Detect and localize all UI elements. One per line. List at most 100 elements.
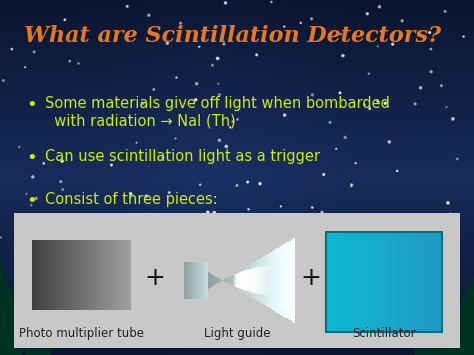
Text: What are Scintillation Detectors?: What are Scintillation Detectors?	[24, 25, 441, 47]
Polygon shape	[272, 251, 273, 310]
Polygon shape	[283, 244, 285, 317]
Point	[143, 212, 150, 218]
Polygon shape	[231, 275, 233, 286]
Point	[172, 136, 179, 141]
Bar	[396, 232, 400, 332]
Polygon shape	[227, 278, 228, 283]
Point	[309, 92, 316, 98]
Point	[385, 139, 393, 145]
Point	[229, 119, 237, 124]
Polygon shape	[243, 268, 244, 293]
Bar	[240, 272, 249, 289]
Bar	[194, 262, 196, 299]
Point	[222, 0, 229, 6]
Polygon shape	[230, 276, 231, 285]
Point	[426, 30, 433, 36]
Polygon shape	[226, 278, 227, 283]
Bar	[364, 232, 367, 332]
Bar	[335, 232, 338, 332]
Point	[105, 121, 113, 127]
Bar	[404, 232, 408, 332]
Point	[192, 97, 200, 103]
Point	[40, 160, 47, 166]
Point	[366, 106, 374, 111]
Polygon shape	[269, 253, 270, 308]
Bar	[202, 262, 203, 299]
Point	[336, 90, 344, 96]
Point	[281, 24, 288, 29]
Point	[215, 81, 222, 87]
Bar	[352, 232, 356, 332]
Bar	[128, 240, 130, 310]
Bar	[263, 266, 272, 295]
Point	[57, 179, 64, 185]
Point	[61, 17, 69, 23]
Polygon shape	[224, 279, 226, 282]
Point	[341, 135, 349, 140]
Bar	[425, 232, 428, 332]
Point	[375, 4, 383, 10]
Polygon shape	[291, 240, 292, 321]
Point	[59, 241, 67, 247]
Point	[127, 191, 135, 197]
Bar	[39, 240, 42, 310]
Point	[211, 250, 219, 256]
Bar	[59, 240, 62, 310]
Point	[195, 44, 203, 50]
Bar	[196, 262, 198, 299]
Bar	[35, 240, 37, 310]
Bar	[337, 232, 341, 332]
Point	[204, 209, 211, 215]
Bar	[244, 270, 253, 291]
Bar	[56, 240, 59, 310]
Polygon shape	[247, 266, 248, 295]
Point	[193, 81, 201, 87]
Bar	[266, 266, 275, 295]
Point	[216, 137, 223, 143]
Bar	[206, 262, 207, 299]
Bar	[91, 240, 94, 310]
Bar	[187, 262, 189, 299]
Polygon shape	[250, 264, 252, 297]
Point	[281, 112, 289, 118]
Point	[108, 162, 115, 168]
Bar	[47, 240, 50, 310]
Bar	[246, 269, 255, 291]
Bar	[197, 262, 199, 299]
Polygon shape	[274, 249, 276, 312]
Polygon shape	[252, 263, 253, 298]
Bar	[393, 232, 397, 332]
Polygon shape	[259, 259, 260, 302]
Point	[365, 71, 373, 76]
Point	[82, 247, 89, 252]
Point	[30, 49, 38, 55]
Bar	[413, 232, 417, 332]
Point	[316, 215, 324, 221]
Point	[417, 85, 424, 91]
Bar	[247, 269, 256, 292]
Bar	[76, 240, 79, 310]
Bar	[428, 232, 431, 332]
Bar	[326, 232, 442, 332]
Bar	[98, 240, 101, 310]
Text: •: •	[26, 192, 37, 210]
Point	[268, 0, 275, 5]
Bar	[69, 240, 72, 310]
Bar	[120, 240, 123, 310]
Point	[337, 31, 345, 37]
Point	[374, 44, 382, 49]
Polygon shape	[218, 278, 219, 283]
Polygon shape	[286, 242, 288, 318]
Bar	[108, 240, 111, 310]
Bar	[44, 240, 47, 310]
Point	[16, 144, 23, 150]
Bar	[186, 262, 188, 299]
Point	[193, 237, 201, 243]
Polygon shape	[279, 247, 281, 314]
Bar	[89, 240, 91, 310]
Bar	[236, 273, 245, 288]
Polygon shape	[236, 272, 237, 289]
Bar	[378, 232, 382, 332]
Text: +: +	[144, 266, 165, 290]
Bar	[358, 232, 362, 332]
